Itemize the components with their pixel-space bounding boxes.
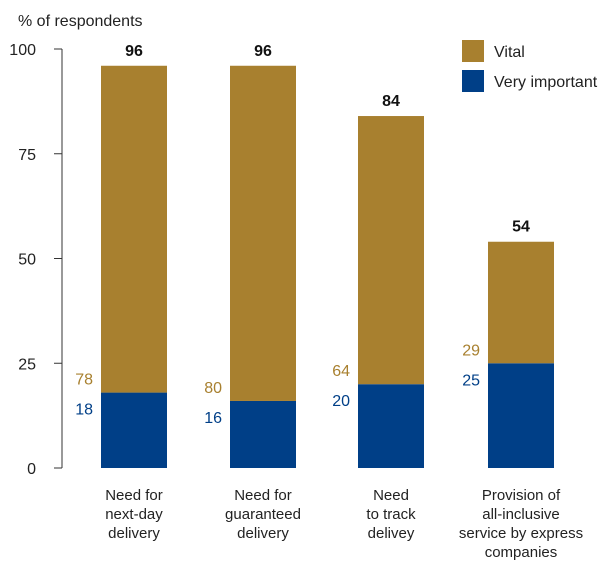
bar-very-important-2 — [230, 400, 296, 468]
category-label-3-line-1: Need — [373, 487, 409, 504]
category-label-4-line-4: companies — [485, 544, 558, 561]
legend-swatch-vital — [462, 40, 484, 62]
value-label-very-important-3: 20 — [332, 393, 350, 410]
y-tick-label-75: 75 — [18, 147, 36, 164]
category-label-4-line-2: all-inclusive — [482, 506, 560, 523]
legend-label-very-important: Very important — [494, 74, 598, 91]
total-label-2: 96 — [254, 43, 272, 60]
legend: Vital Very important — [462, 40, 598, 92]
value-label-very-important-4: 25 — [462, 372, 480, 389]
total-label-3: 84 — [382, 93, 400, 110]
value-label-vital-3: 64 — [332, 363, 350, 380]
bar-vital-3 — [358, 116, 424, 385]
category-label-3-line-3: delivey — [368, 525, 415, 542]
y-tick-label-50: 50 — [18, 252, 36, 269]
bar-vital-1 — [101, 65, 167, 393]
value-label-very-important-2: 16 — [204, 410, 222, 427]
category-label-1-line-2: next-day — [105, 506, 163, 523]
legend-swatch-very-important — [462, 70, 484, 92]
category-label-2-line-2: guaranteed — [225, 506, 301, 523]
category-label-2-line-3: delivery — [237, 525, 289, 542]
y-tick-label-100: 100 — [9, 42, 36, 59]
y-tick-label-25: 25 — [18, 356, 36, 373]
bar-vital-2 — [230, 65, 296, 401]
axis-layer: 0 25 50 75 100 — [9, 42, 63, 478]
category-label-1-line-3: delivery — [108, 525, 160, 542]
category-label-4-line-1: Provision of — [482, 487, 561, 504]
bars-layer — [101, 65, 554, 468]
total-label-4: 54 — [512, 219, 530, 236]
category-label-2-line-1: Need for — [234, 487, 292, 504]
legend-label-vital: Vital — [494, 44, 525, 61]
bar-very-important-1 — [101, 392, 167, 468]
bar-very-important-4 — [488, 363, 554, 468]
bar-vital-4 — [488, 241, 554, 364]
category-label-4-line-3: service by express — [459, 525, 583, 542]
value-label-vital-2: 80 — [204, 380, 222, 397]
bar-very-important-3 — [358, 384, 424, 468]
value-label-vital-1: 78 — [75, 372, 93, 389]
labels-layer: 96 18 78 Need for next-day delivery 96 16 80 Need… — [75, 43, 583, 561]
y-tick-label-0: 0 — [27, 461, 36, 478]
value-label-very-important-1: 18 — [75, 402, 93, 419]
category-label-1-line-1: Need for — [105, 487, 163, 504]
total-label-1: 96 — [125, 43, 143, 60]
category-label-3-line-2: to track — [366, 506, 416, 523]
y-axis-title: % of respondents — [18, 13, 143, 30]
value-label-vital-4: 29 — [462, 342, 480, 359]
